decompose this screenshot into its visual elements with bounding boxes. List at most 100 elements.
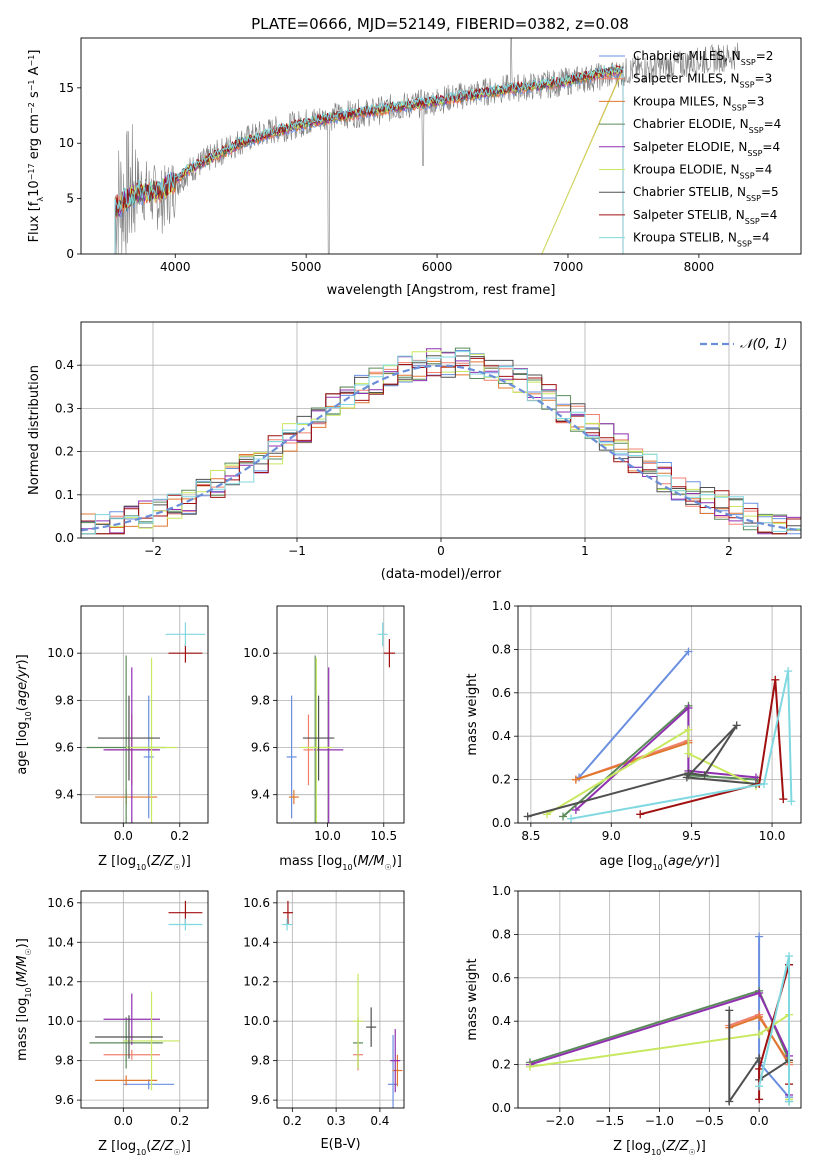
label-part: ( [15, 706, 30, 711]
y-tick-label: 0.6 [492, 971, 511, 985]
label-part: age/yr [668, 854, 711, 869]
spectrum-model-line [114, 64, 624, 254]
axes-frame [276, 890, 405, 1109]
y-tick-label: 9.6 [251, 741, 270, 755]
legend-label: 𝒩(0, 1) [740, 337, 787, 352]
label-part: ( [146, 1139, 151, 1154]
label-part: SSP [745, 216, 760, 225]
y-tick-label: 10.0 [47, 646, 74, 660]
x-tick-label: 9.0 [602, 829, 621, 843]
label-part: Chabrier ELODIE, N [633, 117, 749, 131]
spectrum-model-line [114, 65, 624, 254]
y-tick-label: 10.0 [243, 646, 270, 660]
x-tick-label: 0.0 [114, 1114, 133, 1128]
y-tick-label: 0.0 [492, 816, 511, 830]
label-part: ( [663, 854, 668, 869]
x-tick-label: −2.0 [545, 1114, 574, 1128]
y-tick-label: 9.4 [251, 788, 270, 802]
x-tick-label: 8.5 [521, 829, 540, 843]
x-axis-label: mass [log10(M/M☉)] [279, 854, 402, 872]
legend-label: Chabrier STELIB, NSSP=5 [633, 185, 779, 203]
label-part: A [27, 66, 42, 79]
label-part: 10 [651, 1148, 661, 1157]
x-tick-label: 8000 [684, 260, 715, 274]
y-tick-label: 0.6 [492, 686, 511, 700]
y-tick-label: 0.4 [492, 729, 511, 743]
label-part: ( [661, 1139, 666, 1154]
y-tick-label: 15 [59, 81, 74, 95]
label-part: )] [15, 938, 30, 948]
x-tick-label: −1.5 [595, 1114, 624, 1128]
label-part: Salpeter MILES, N [633, 72, 740, 86]
label-part: log [116, 854, 136, 869]
x-tick-label: 0.0 [750, 1114, 769, 1128]
y-tick-label: 0.2 [55, 445, 74, 459]
label-part: =4 [764, 117, 782, 131]
label-part: Kroupa STELIB, N [633, 231, 737, 245]
y-tick-label: 0.8 [492, 927, 511, 941]
x-tick-label: 0.0 [114, 829, 133, 843]
x-tick-label: 10.5 [370, 829, 397, 843]
x-axis-label: E(B-V) [320, 1137, 360, 1152]
legend-label: Kroupa MILES, NSSP=3 [633, 94, 764, 112]
spectrum-model-line [114, 66, 624, 254]
label-part: =2 [756, 49, 774, 63]
y-tick-label: 1.0 [492, 599, 511, 613]
label-part: Chabrier MILES, N [633, 49, 741, 63]
weight-line [546, 727, 757, 816]
weight-line [527, 724, 757, 818]
y-tick-label: 10.4 [47, 935, 74, 949]
spectrum-model-line [114, 66, 624, 254]
x-tick-label: 1 [581, 544, 589, 558]
label-part: =4 [752, 231, 770, 245]
y-tick-label: 10.2 [243, 975, 270, 989]
label-part: Z/Z [150, 854, 174, 869]
y-tick-label: 0.2 [492, 773, 511, 787]
y-axis-label: mass weight [465, 958, 480, 1040]
label-part: Chabrier STELIB, N [633, 185, 746, 199]
x-tick-label: 0.2 [283, 1114, 302, 1128]
y-tick-label: 9.8 [55, 1054, 74, 1068]
label-part: ( [15, 982, 30, 987]
x-tick-label: 9.5 [682, 829, 701, 843]
label-part: Salpeter ELODIE, N [633, 140, 747, 154]
spectrum-model-line [114, 64, 624, 254]
label-part: log [15, 998, 30, 1018]
x-tick-label: −0.5 [695, 1114, 724, 1128]
weight-line [575, 705, 757, 811]
x-tick-label: 0 [437, 544, 445, 558]
label-part: ☉ [24, 948, 33, 955]
y-tick-label: 9.8 [251, 693, 270, 707]
label-part: Z/Z [150, 1139, 174, 1154]
axes-frame [80, 37, 802, 255]
label-part: SSP [732, 103, 747, 112]
label-part: log [116, 1139, 136, 1154]
label-part: Z/Z [665, 1139, 689, 1154]
label-part: =5 [761, 185, 779, 199]
label-part: ( [146, 854, 151, 869]
label-part: mass [ [279, 854, 322, 869]
histogram-step [81, 351, 801, 535]
label-part: Kroupa ELODIE, N [633, 163, 740, 177]
label-part: M/M [15, 956, 30, 983]
y-tick-label: 9.6 [55, 741, 74, 755]
y-tick-label: 0.1 [55, 488, 74, 502]
label-part: 10 [136, 863, 146, 872]
label-part: Z [ [98, 854, 116, 869]
label-part: Salpeter STELIB, N [633, 208, 745, 222]
x-tick-label: 0.2 [170, 829, 189, 843]
y-tick-label: 0.4 [55, 358, 74, 372]
label-part: log [15, 721, 30, 741]
x-tick-label: 10.0 [314, 829, 341, 843]
label-part: λ [36, 197, 45, 202]
label-part: =3 [747, 94, 765, 108]
label-part: log [633, 854, 653, 869]
label-part: SSP [737, 239, 752, 248]
label-part: 10 [136, 1148, 146, 1157]
label-part: )] [181, 1139, 191, 1154]
y-tick-label: 9.4 [55, 788, 74, 802]
y-tick-label: 0.0 [55, 531, 74, 545]
x-tick-label: −2 [144, 544, 162, 558]
label-part: 10 [24, 987, 33, 997]
label-part: Z [ [98, 1139, 116, 1154]
